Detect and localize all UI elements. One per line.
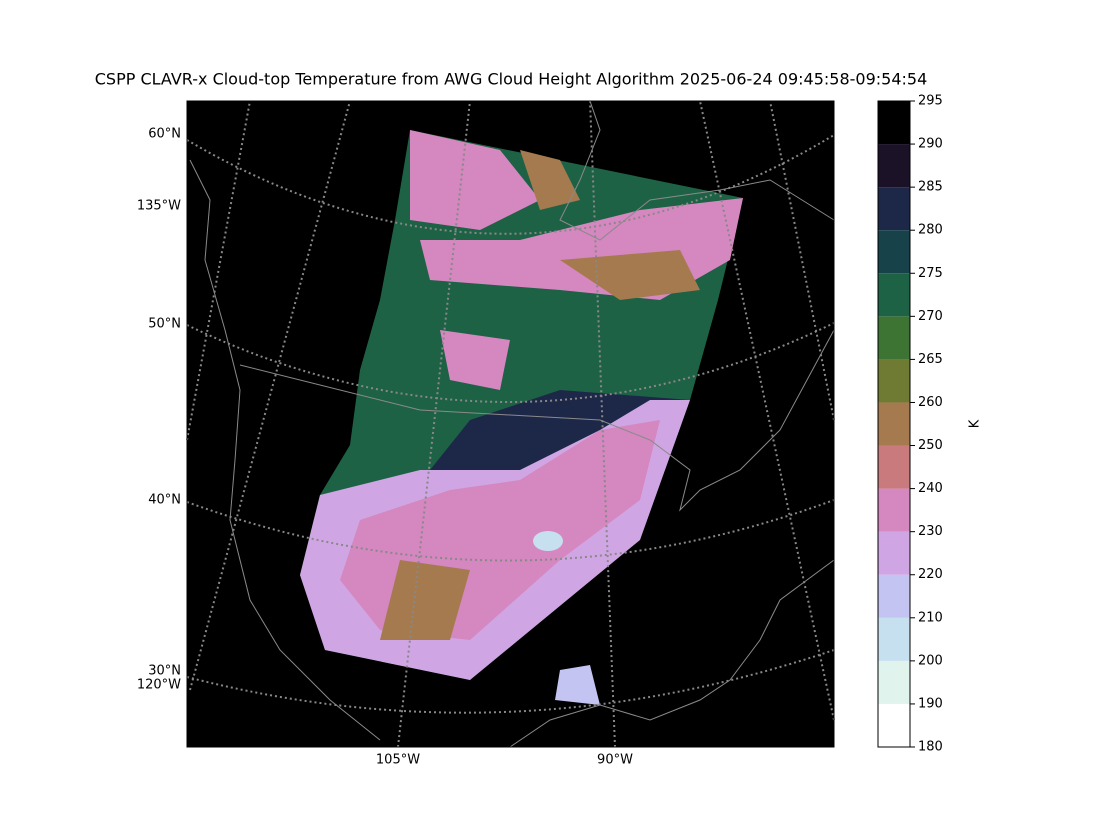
colorbar-tick-label: 275 xyxy=(918,266,943,281)
colorbar-tick-label: 200 xyxy=(918,653,943,668)
colorbar-tick-label: 180 xyxy=(918,740,943,755)
swath-brown-north xyxy=(560,250,700,300)
colorbar-bin xyxy=(878,230,910,274)
colorbar-label: K xyxy=(968,419,983,428)
swath-pink-north xyxy=(410,130,540,230)
colorbar: 180 190 200 210 220 230 240 250 260 265 270 275 280 2… xyxy=(877,94,943,755)
colorbar-bin xyxy=(878,101,910,145)
colorbar-tick-label: 265 xyxy=(918,352,943,367)
colorbar-tick-label: 240 xyxy=(918,481,943,496)
map xyxy=(186,100,835,748)
lat-label: 50°N xyxy=(148,317,181,332)
colorbar-bin xyxy=(878,187,910,231)
colorbar-bin xyxy=(878,402,910,446)
swath-brown-top xyxy=(520,150,580,210)
lat-label: 30°N xyxy=(148,664,181,679)
coastline xyxy=(509,559,835,748)
colorbar-tick-label: 190 xyxy=(918,696,943,711)
colorbar-tick-label: 285 xyxy=(918,180,943,195)
lon-line xyxy=(699,100,835,721)
coastline xyxy=(189,159,381,741)
lon-line xyxy=(397,100,471,748)
lat-line xyxy=(186,134,835,235)
colorbar-bin xyxy=(878,703,910,747)
colorbar-tick-label: 295 xyxy=(918,94,943,109)
colorbar-bin xyxy=(878,445,910,489)
lat-line xyxy=(186,499,835,562)
swath-cold-core xyxy=(533,531,563,551)
map-frame xyxy=(186,100,835,748)
colorbar-bin xyxy=(878,144,910,188)
colorbar-tick-label: 270 xyxy=(918,309,943,324)
colorbar-bin xyxy=(878,660,910,704)
lat-line xyxy=(186,322,835,403)
lon-label: 105°W xyxy=(376,753,420,768)
lon-label: 120°W xyxy=(137,678,181,693)
colorbar-bin xyxy=(878,617,910,661)
swath-pink-mid xyxy=(440,330,510,390)
title: CSPP CLAVR-x Cloud-top Temperature from … xyxy=(95,70,928,89)
lon-line xyxy=(189,100,351,691)
lat-label: 60°N xyxy=(148,127,181,142)
lat-label: 40°N xyxy=(148,493,181,508)
cloud-swath xyxy=(300,130,743,705)
colorbar-bin xyxy=(878,359,910,403)
graticule xyxy=(186,100,835,748)
colorbar-bin xyxy=(878,574,910,618)
swath-brown-south xyxy=(380,560,470,640)
colorbar-bin xyxy=(878,488,910,532)
colorbar-tick-label: 230 xyxy=(918,524,943,539)
colorbar-bin xyxy=(878,531,910,575)
colorbar-tick-label: 280 xyxy=(918,223,943,238)
coastlines xyxy=(189,100,835,748)
lat-line xyxy=(186,649,835,714)
lon-label: 135°W xyxy=(137,199,181,214)
lon-line xyxy=(769,100,835,421)
colorbar-bin xyxy=(878,316,910,360)
colorbar-frame xyxy=(877,100,911,748)
colorbar-tick-label: 210 xyxy=(918,610,943,625)
border xyxy=(239,329,835,512)
colorbar-tick-label: 250 xyxy=(918,438,943,453)
colorbar-bin xyxy=(878,273,910,317)
swath-gulf xyxy=(555,665,600,705)
colorbar-tick-label: 220 xyxy=(918,567,943,582)
lon-label: 90°W xyxy=(597,753,633,768)
colorbar-tick-label: 290 xyxy=(918,137,943,152)
coastline xyxy=(559,100,835,241)
map-labels: 60°N 50°N 40°N 30°N 135°W 120°W 105°W 90… xyxy=(137,127,633,768)
colorbar-tick-label: 260 xyxy=(918,395,943,410)
